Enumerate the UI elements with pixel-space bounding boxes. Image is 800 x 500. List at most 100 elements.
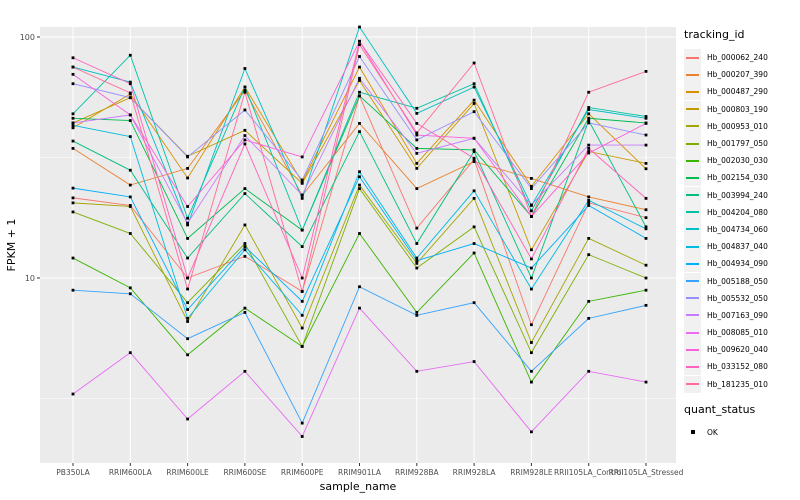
data-point — [644, 236, 648, 240]
data-point — [358, 65, 361, 69]
data-point — [300, 181, 304, 185]
data-point — [300, 228, 304, 232]
data-point — [587, 299, 591, 303]
data-point — [243, 108, 247, 112]
legend-title: tracking_id — [684, 28, 745, 41]
data-point — [358, 130, 361, 134]
legend-entry-label: Hb_007163_090 — [707, 310, 768, 320]
data-point — [472, 82, 476, 86]
data-point — [243, 254, 247, 258]
legend-key-icon — [684, 135, 701, 153]
legend-entry-label: Hb_005532_050 — [707, 293, 768, 303]
data-point — [243, 134, 247, 137]
data-point — [530, 187, 533, 190]
legend-entry-label: Hb_004734_060 — [707, 224, 768, 234]
data-point — [300, 155, 304, 159]
data-point — [415, 369, 419, 373]
data-point — [358, 183, 361, 187]
data-point — [71, 123, 75, 127]
data-point — [415, 133, 419, 137]
quant-status-legend: quant_status OK — [684, 403, 798, 441]
data-point — [644, 263, 648, 267]
data-point — [587, 236, 591, 240]
legend-entry-Hb_008085_010: Hb_008085_010 — [684, 324, 798, 342]
data-point — [644, 122, 648, 125]
data-point — [300, 276, 304, 280]
data-point — [300, 435, 304, 438]
legend-entry-label: Hb_009620_040 — [707, 345, 768, 355]
data-point — [530, 276, 533, 280]
data-point — [587, 204, 591, 207]
data-point — [530, 351, 533, 355]
legend-key-icon — [684, 358, 701, 376]
x-axis-title: sample_name — [320, 480, 397, 493]
legend-key-icon — [684, 100, 701, 118]
data-point — [587, 151, 591, 155]
data-point — [186, 353, 189, 357]
data-point — [530, 341, 533, 344]
legend-entry-label: Hb_004934_090 — [707, 259, 768, 269]
quant-status-label: OK — [707, 427, 718, 437]
data-point — [644, 208, 648, 212]
data-point — [186, 216, 189, 220]
data-point — [530, 430, 533, 434]
legend-key-icon — [684, 169, 701, 187]
data-point — [300, 245, 304, 248]
data-point — [472, 360, 476, 363]
data-point — [358, 90, 361, 94]
data-point — [71, 201, 75, 205]
data-point — [587, 146, 591, 150]
x-tick-label: RRIM928BA — [395, 468, 440, 477]
data-point — [415, 151, 419, 155]
y-axis-title: FPKM + 1 — [5, 219, 18, 272]
legend-entry-Hb_002030_030: Hb_002030_030 — [684, 152, 798, 170]
data-point — [243, 89, 247, 92]
legend-entry-Hb_004734_060: Hb_004734_060 — [684, 220, 798, 238]
legend-entry-label: Hb_005188_050 — [707, 276, 768, 286]
data-point — [358, 94, 361, 98]
data-point — [71, 72, 75, 76]
data-point — [530, 287, 533, 291]
legend-entry-label: Hb_004837_040 — [707, 242, 768, 252]
data-point — [415, 310, 419, 314]
legend-key-icon — [684, 375, 701, 393]
data-point — [243, 223, 247, 227]
data-point — [243, 128, 247, 132]
data-point — [186, 287, 189, 291]
legend-key-icon — [684, 66, 701, 84]
legend-entry-label: Hb_181235_010 — [707, 379, 768, 389]
data-point — [358, 285, 361, 289]
data-point — [243, 187, 247, 190]
data-point — [71, 139, 75, 143]
data-point — [644, 216, 648, 220]
data-point — [358, 175, 361, 179]
data-point — [644, 116, 648, 120]
legend-key-icon — [684, 255, 701, 273]
data-point — [587, 253, 591, 257]
legend-key-icon — [684, 272, 701, 290]
legend-entry-Hb_005188_050: Hb_005188_050 — [684, 272, 798, 290]
data-point — [186, 205, 189, 208]
data-point — [587, 198, 591, 202]
data-point — [300, 421, 304, 425]
legend-entry-label: Hb_033152_080 — [707, 362, 768, 372]
legend-entry-Hb_007163_090: Hb_007163_090 — [684, 306, 798, 324]
data-point — [472, 160, 476, 164]
legend-key-icon — [684, 152, 701, 170]
data-point — [415, 313, 419, 317]
legend-entry-Hb_000953_010: Hb_000953_010 — [684, 117, 798, 135]
data-point — [644, 225, 648, 229]
legend-key-icon — [684, 83, 701, 101]
legend-entry-Hb_003994_240: Hb_003994_240 — [684, 186, 798, 204]
data-point — [472, 85, 476, 89]
legend-entry-Hb_002154_030: Hb_002154_030 — [684, 169, 798, 187]
data-point — [243, 85, 247, 89]
data-point — [186, 155, 189, 159]
data-point — [644, 196, 648, 200]
data-point — [415, 226, 419, 230]
data-point — [300, 196, 304, 200]
data-point — [587, 201, 591, 205]
data-point — [186, 320, 189, 323]
data-point — [128, 135, 132, 139]
data-point — [587, 121, 591, 125]
